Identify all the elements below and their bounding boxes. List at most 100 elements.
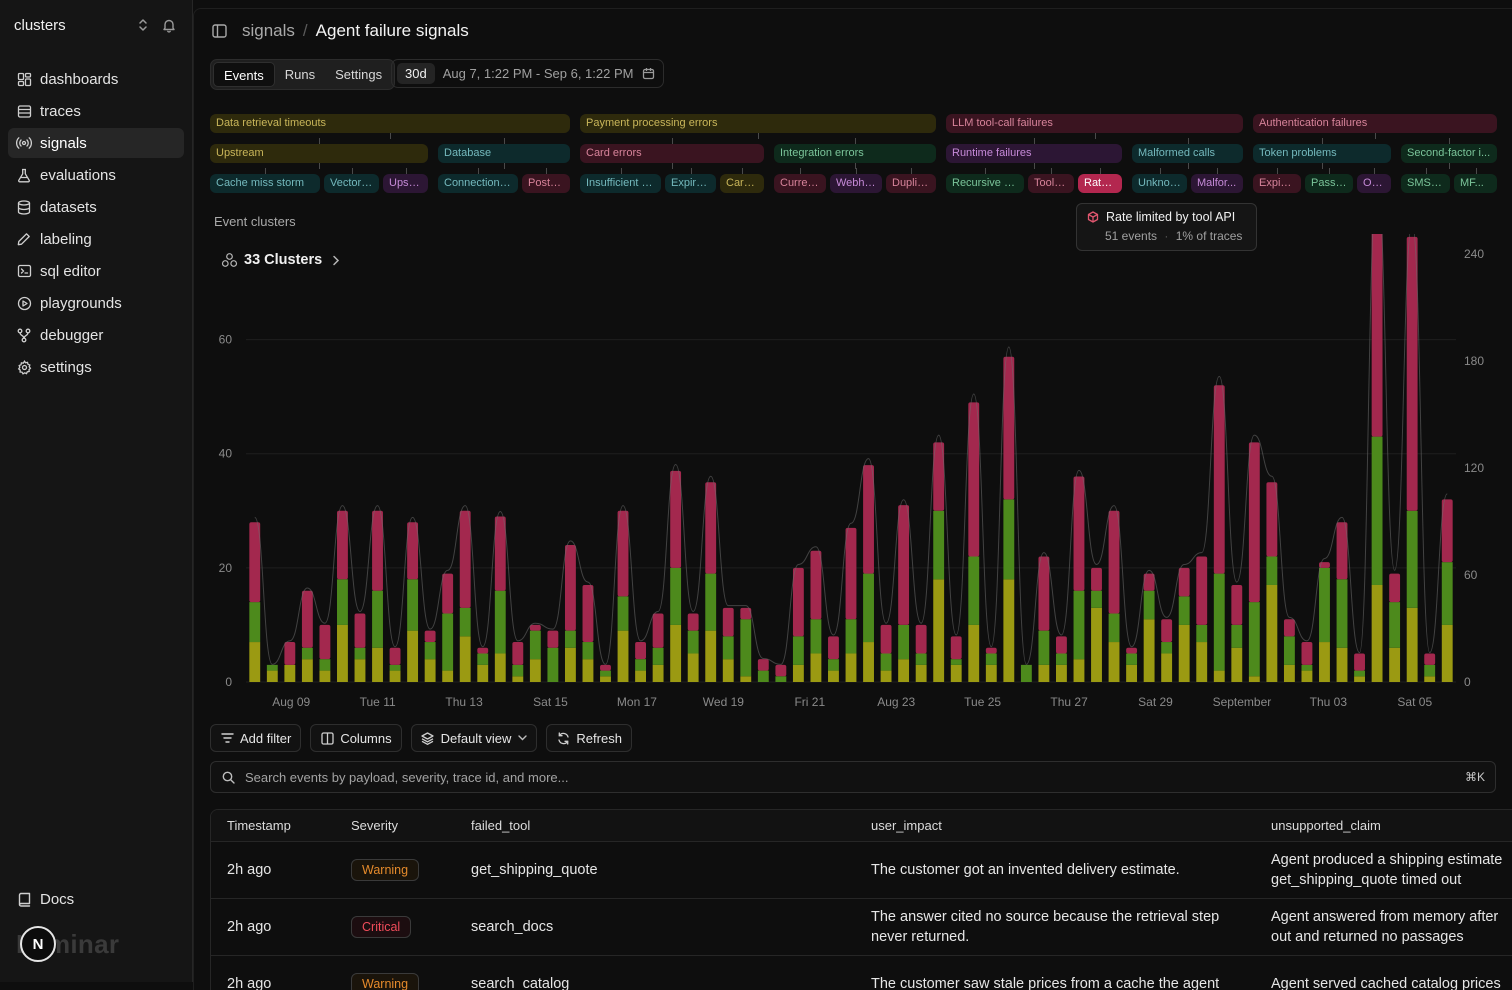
chart-bar-segment[interactable] bbox=[1266, 556, 1278, 585]
chart-bar-segment[interactable] bbox=[529, 630, 541, 660]
chart-bar-segment[interactable] bbox=[1161, 653, 1173, 682]
column-header[interactable]: Timestamp bbox=[227, 818, 291, 833]
chart-bar-segment[interactable] bbox=[933, 579, 945, 682]
chart-bar-segment[interactable] bbox=[1371, 234, 1383, 437]
chart-bar-segment[interactable] bbox=[1091, 607, 1102, 682]
chart-bar-segment[interactable] bbox=[1055, 664, 1067, 682]
chart-bar-segment[interactable] bbox=[266, 670, 278, 682]
cluster-node-top[interactable]: Authentication failures bbox=[1253, 114, 1497, 133]
chart-bar-segment[interactable] bbox=[1424, 653, 1436, 665]
chart-bar-segment[interactable] bbox=[1319, 567, 1330, 643]
chart-bar-segment[interactable] bbox=[722, 607, 734, 637]
chart-bar-segment[interactable] bbox=[1196, 556, 1208, 625]
chart-bar-segment[interactable] bbox=[898, 659, 910, 682]
default-view-button[interactable]: Default view bbox=[410, 724, 538, 752]
chart-bar-segment[interactable] bbox=[442, 613, 454, 671]
chart-bar-segment[interactable] bbox=[670, 624, 682, 682]
bell-icon[interactable] bbox=[160, 16, 178, 34]
chart-bar-segment[interactable] bbox=[652, 613, 664, 648]
chart-bar-segment[interactable] bbox=[1055, 653, 1067, 665]
chart-bar-segment[interactable] bbox=[810, 653, 822, 682]
date-range-picker[interactable]: 30d Aug 7, 1:22 PM - Sep 6, 1:22 PM bbox=[391, 59, 665, 88]
chart-bar-segment[interactable] bbox=[722, 636, 734, 660]
cluster-node-mid[interactable]: Integration errors bbox=[774, 144, 936, 163]
sidebar-item-playgrounds[interactable]: playgrounds bbox=[8, 288, 184, 318]
chart-bar-segment[interactable] bbox=[687, 653, 699, 682]
chart-bar-segment[interactable] bbox=[898, 505, 910, 625]
chart-bar-segment[interactable] bbox=[1319, 642, 1330, 682]
sidebar-item-debugger[interactable]: debugger bbox=[8, 320, 184, 350]
chart-bar-segment[interactable] bbox=[459, 607, 471, 637]
cluster-node-leaf[interactable]: SMS co... bbox=[1401, 174, 1450, 193]
chart-bar-segment[interactable] bbox=[494, 516, 506, 591]
chart-bar-segment[interactable] bbox=[670, 567, 682, 625]
cluster-node-leaf[interactable]: Expire... bbox=[1253, 174, 1301, 193]
chart-bar-segment[interactable] bbox=[1073, 476, 1085, 591]
chart-bar-segment[interactable] bbox=[1091, 590, 1102, 608]
chart-bar-segment[interactable] bbox=[319, 624, 331, 660]
chart-bar-segment[interactable] bbox=[301, 659, 313, 682]
chart-bar-segment[interactable] bbox=[1038, 556, 1050, 631]
refresh-button[interactable]: Refresh bbox=[546, 724, 632, 752]
chart-bar-segment[interactable] bbox=[1319, 562, 1330, 568]
chart-bar-segment[interactable] bbox=[564, 545, 576, 631]
chart-bar-segment[interactable] bbox=[898, 624, 910, 660]
tab-settings[interactable]: Settings bbox=[335, 67, 383, 82]
chart-bar-segment[interactable] bbox=[442, 670, 454, 682]
chart-bar-segment[interactable] bbox=[1213, 670, 1225, 682]
cluster-node-leaf[interactable]: Webho... bbox=[830, 174, 882, 193]
chart-bar-segment[interactable] bbox=[617, 630, 629, 682]
chart-bar-segment[interactable] bbox=[687, 613, 699, 631]
chart-bar-segment[interactable] bbox=[1389, 602, 1401, 648]
chart-bar-segment[interactable] bbox=[1266, 482, 1278, 557]
chart-bar-segment[interactable] bbox=[915, 624, 927, 654]
chart-bar-segment[interactable] bbox=[933, 442, 945, 511]
chart-bar-segment[interactable] bbox=[740, 619, 752, 677]
cluster-node-top[interactable]: Payment processing errors bbox=[580, 114, 936, 133]
chart-bar-segment[interactable] bbox=[950, 636, 962, 660]
chart-bar-segment[interactable] bbox=[722, 659, 734, 682]
chart-bar-segment[interactable] bbox=[1003, 356, 1015, 500]
chart-bar-segment[interactable] bbox=[652, 647, 664, 665]
chart-bar-segment[interactable] bbox=[1091, 567, 1102, 591]
cluster-node-mid[interactable]: Runtime failures bbox=[946, 144, 1122, 163]
cluster-node-top[interactable]: LLM tool-call failures bbox=[946, 114, 1243, 133]
chart-bar-segment[interactable] bbox=[337, 510, 348, 580]
chart-bar-segment[interactable] bbox=[792, 567, 804, 637]
chart-bar-segment[interactable] bbox=[337, 579, 348, 625]
chart-bar-segment[interactable] bbox=[284, 642, 296, 665]
chart-bar-segment[interactable] bbox=[1406, 510, 1418, 608]
chart-bar-segment[interactable] bbox=[1161, 642, 1173, 654]
table-row[interactable]: 2h ago Warning get_shipping_quote The custo… bbox=[211, 842, 1512, 899]
chart-bar-segment[interactable] bbox=[249, 602, 261, 643]
chart-bar-segment[interactable] bbox=[1389, 647, 1401, 682]
sidebar-item-settings[interactable]: settings bbox=[8, 352, 184, 382]
sidebar-item-labeling[interactable]: labeling bbox=[8, 224, 184, 254]
column-header[interactable]: failed_tool bbox=[471, 818, 531, 833]
tab-runs[interactable]: Runs bbox=[284, 67, 316, 82]
chart-bar-segment[interactable] bbox=[1108, 613, 1120, 643]
chart-bar-segment[interactable] bbox=[1336, 522, 1348, 580]
chart-bar-segment[interactable] bbox=[301, 647, 313, 660]
cluster-node-leaf[interactable]: Malfor... bbox=[1191, 174, 1243, 193]
chart-bar-segment[interactable] bbox=[1248, 602, 1260, 677]
chart-bar-segment[interactable] bbox=[828, 670, 839, 682]
chart-bar-segment[interactable] bbox=[1248, 676, 1260, 682]
date-range-preset[interactable]: 30d bbox=[397, 63, 435, 84]
chevrons-up-down-icon[interactable] bbox=[134, 16, 152, 34]
search-input[interactable] bbox=[245, 769, 1465, 785]
chart-bar-segment[interactable] bbox=[372, 647, 383, 682]
cluster-node-leaf[interactable]: Connection p... bbox=[438, 174, 518, 193]
chart-bar-segment[interactable] bbox=[354, 659, 366, 682]
chart-bar-segment[interactable] bbox=[1301, 664, 1313, 671]
chart-bar-segment[interactable] bbox=[1406, 236, 1418, 511]
chart-bar-segment[interactable] bbox=[1003, 579, 1015, 682]
cluster-node-leaf[interactable]: Duplic... bbox=[886, 174, 936, 193]
cluster-node-mid[interactable]: Database bbox=[438, 144, 570, 163]
chart-bar-segment[interactable] bbox=[1178, 596, 1190, 625]
workspace-switcher[interactable]: clusters bbox=[0, 0, 192, 50]
chart-bar-segment[interactable] bbox=[985, 647, 997, 654]
chart-bar-segment[interactable] bbox=[477, 653, 489, 665]
chart-bar-segment[interactable] bbox=[354, 613, 366, 648]
chart-bar-segment[interactable] bbox=[915, 653, 927, 665]
